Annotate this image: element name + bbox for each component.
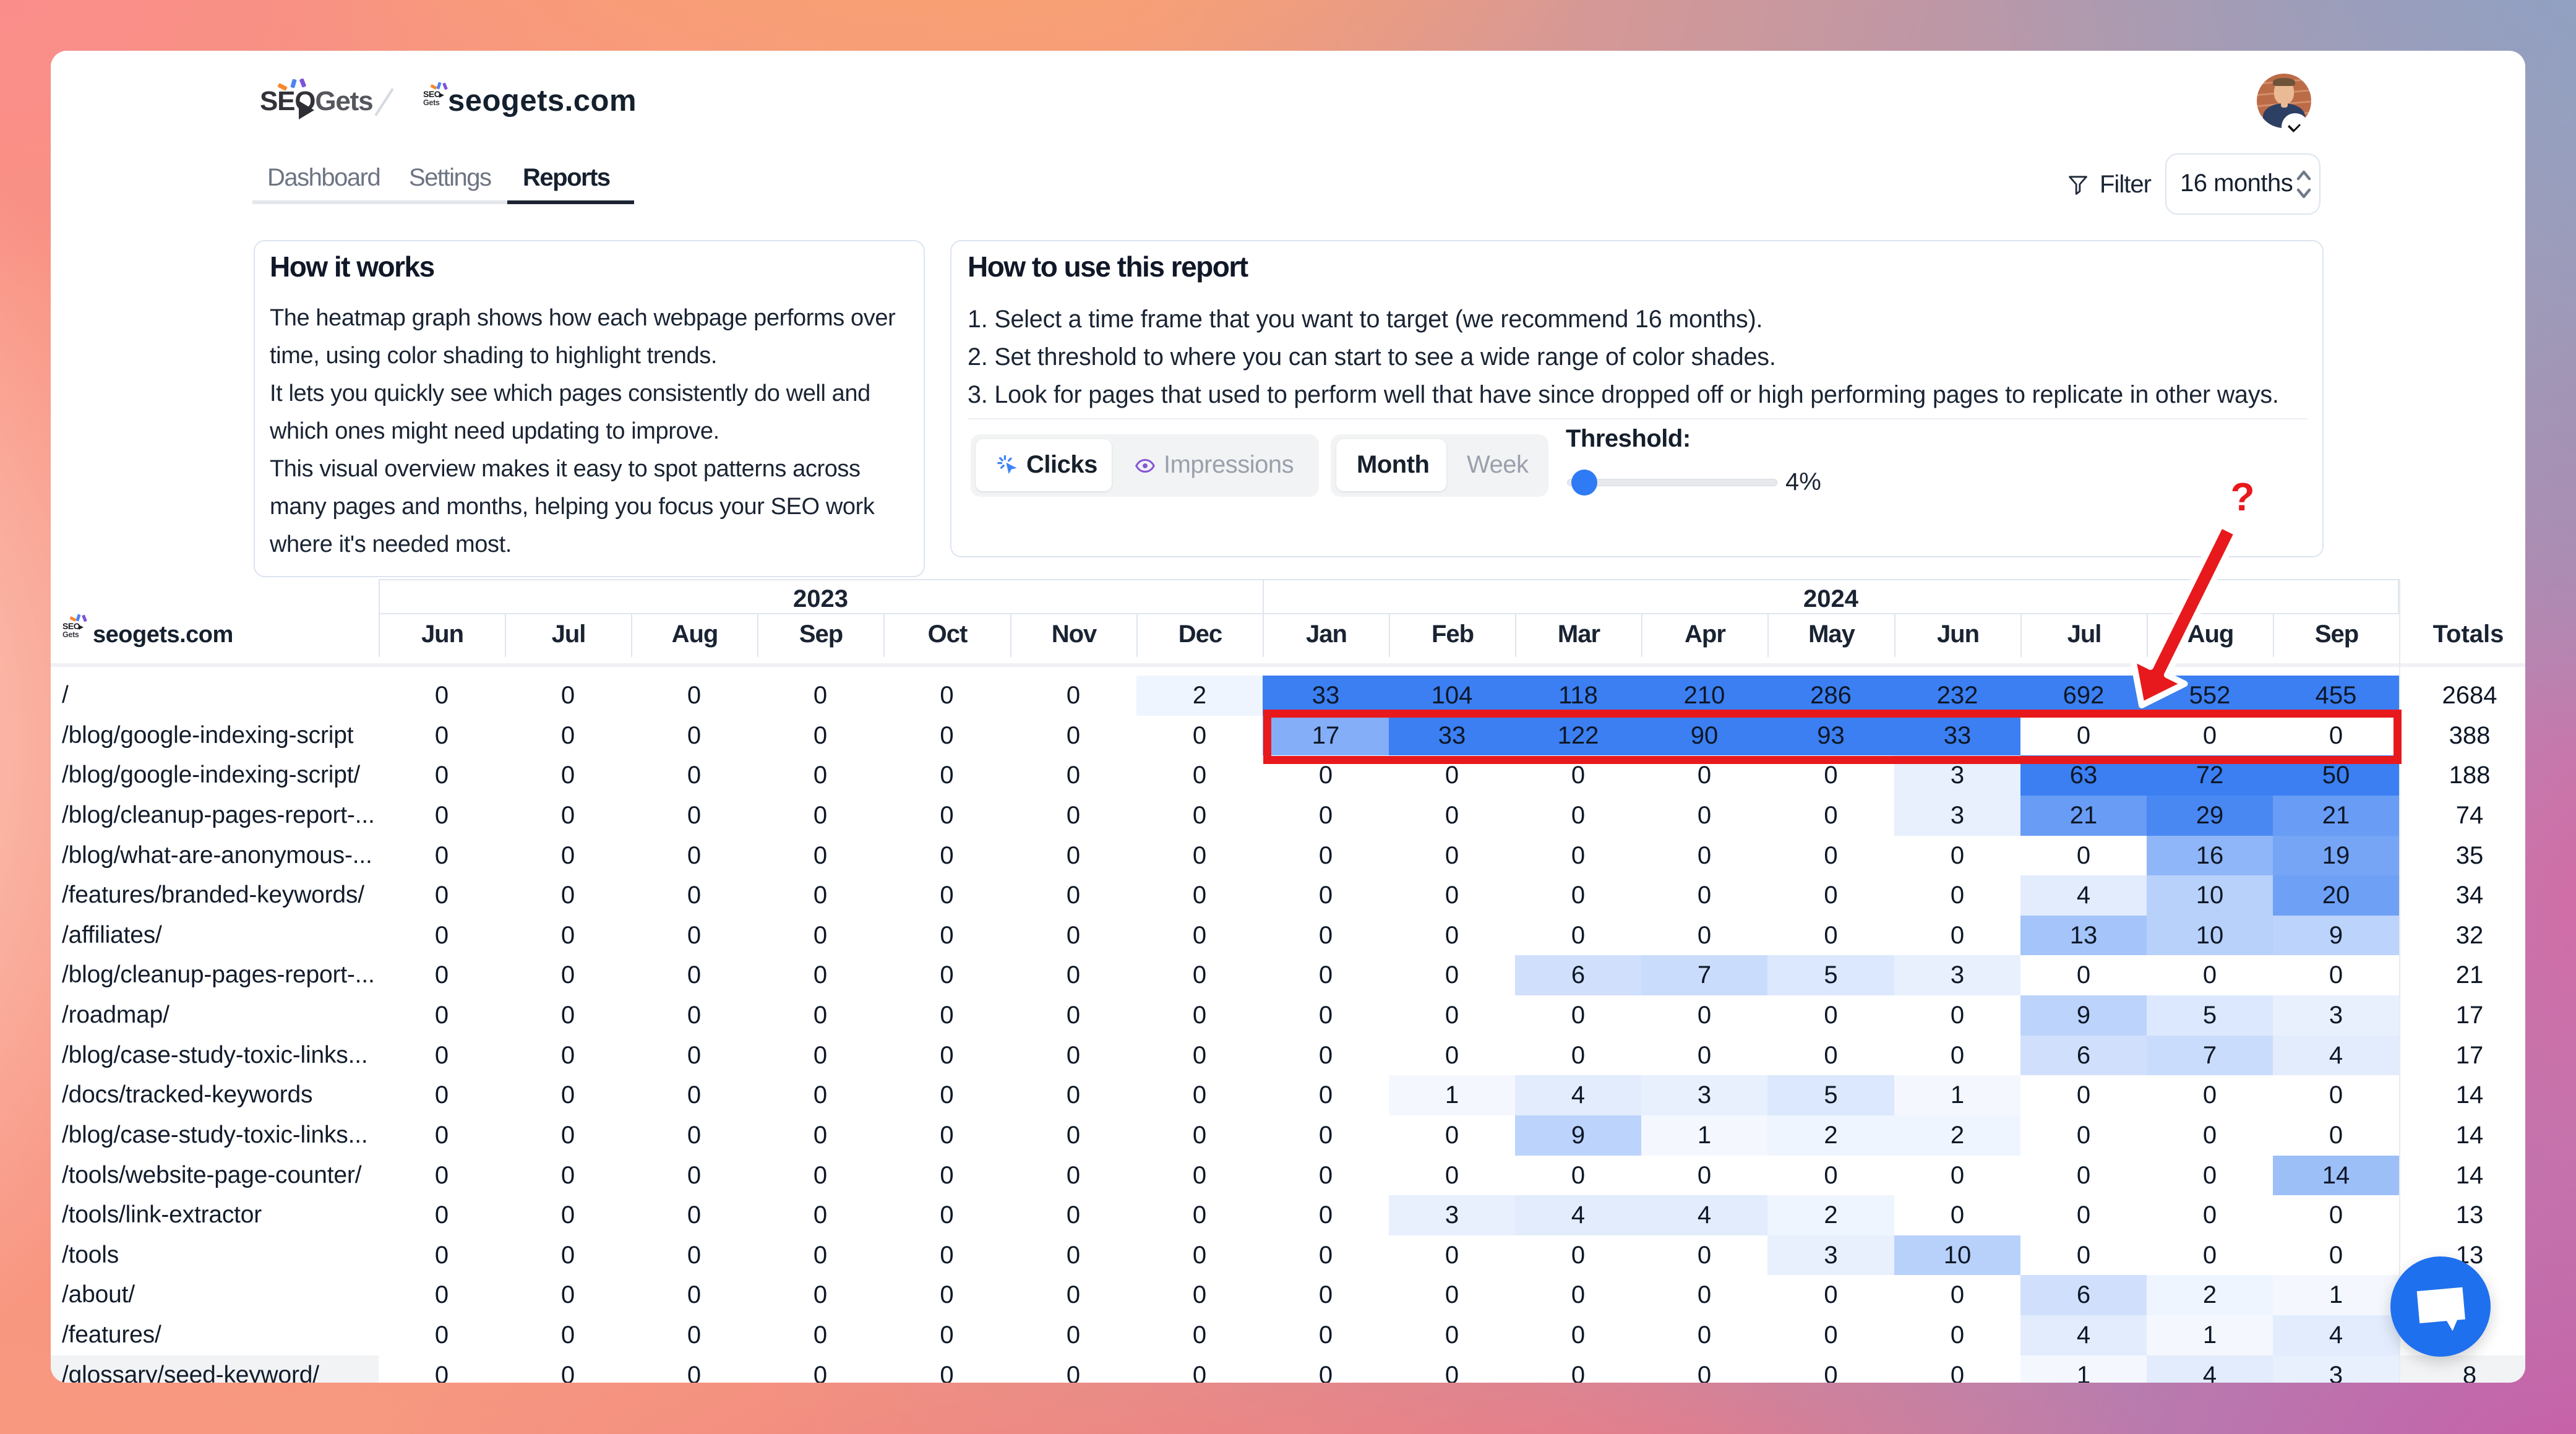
svg-text:?: ? — [2230, 474, 2254, 519]
